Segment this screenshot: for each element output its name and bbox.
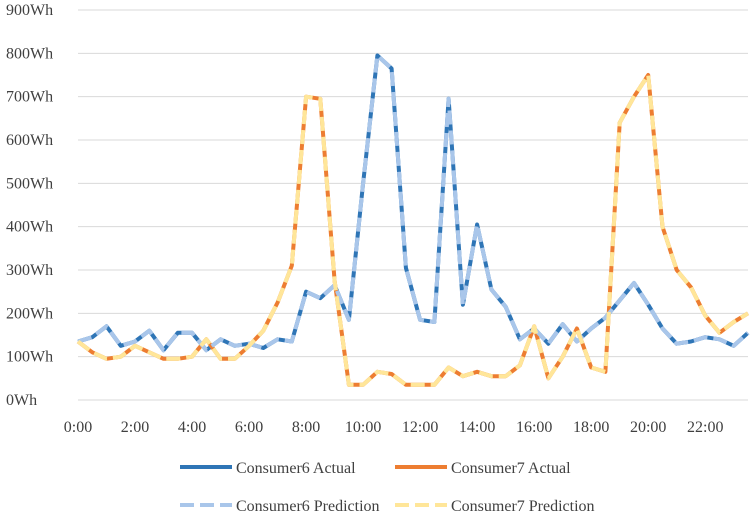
x-tick-label: 20:00 (630, 419, 666, 436)
legend-item: Consumer6 Actual (180, 460, 356, 477)
x-tick-label: 12:00 (402, 419, 438, 436)
y-axis-ticks: 0Wh 100Wh 200Wh 300Wh 400Wh 500Wh 600Wh 700Wh 80… (6, 2, 53, 409)
legend: Consumer6 Actual Consumer7 Actual Consumer… (180, 460, 595, 515)
x-axis-ticks: 0:00 2:00 4:00 6:00 8:00 10:00 12:00 14:00 16:00… (64, 419, 724, 436)
x-tick-label: 6:00 (235, 419, 263, 436)
y-tick-label: 800Wh (6, 45, 53, 62)
y-tick-label: 0Wh (6, 392, 37, 409)
y-tick-label: 300Wh (6, 262, 53, 279)
x-tick-label: 18:00 (573, 419, 609, 436)
x-tick-label: 10:00 (345, 419, 381, 436)
x-tick-label: 0:00 (64, 419, 92, 436)
series-line-consumer7-actual (76, 73, 750, 387)
series-line-consumer7-prediction (76, 73, 750, 387)
x-tick-label: 8:00 (292, 419, 320, 436)
y-tick-label: 900Wh (6, 2, 53, 19)
y-tick-label: 200Wh (6, 305, 53, 322)
legend-item: Consumer7 Actual (395, 460, 571, 477)
series-lines (76, 53, 750, 387)
x-tick-label: 16:00 (516, 419, 552, 436)
legend-item: Consumer6 Prediction (180, 498, 380, 515)
x-tick-label: 2:00 (121, 419, 149, 436)
legend-item: Consumer7 Prediction (395, 498, 595, 515)
y-tick-label: 500Wh (6, 175, 53, 192)
legend-label: Consumer7 Prediction (451, 498, 595, 515)
series-line-consumer6-prediction (77, 53, 750, 353)
y-tick-label: 700Wh (6, 89, 53, 106)
y-tick-label: 400Wh (6, 219, 53, 236)
x-tick-label: 4:00 (178, 419, 206, 436)
series-line-consumer6-actual (77, 53, 750, 353)
y-tick-label: 100Wh (6, 349, 53, 366)
gridlines (78, 9, 748, 401)
x-tick-label: 14:00 (459, 419, 495, 436)
y-tick-label: 600Wh (6, 132, 53, 149)
x-tick-label: 22:00 (687, 419, 723, 436)
legend-label: Consumer6 Actual (236, 460, 356, 477)
legend-label: Consumer7 Actual (451, 460, 571, 477)
legend-label: Consumer6 Prediction (236, 498, 380, 515)
